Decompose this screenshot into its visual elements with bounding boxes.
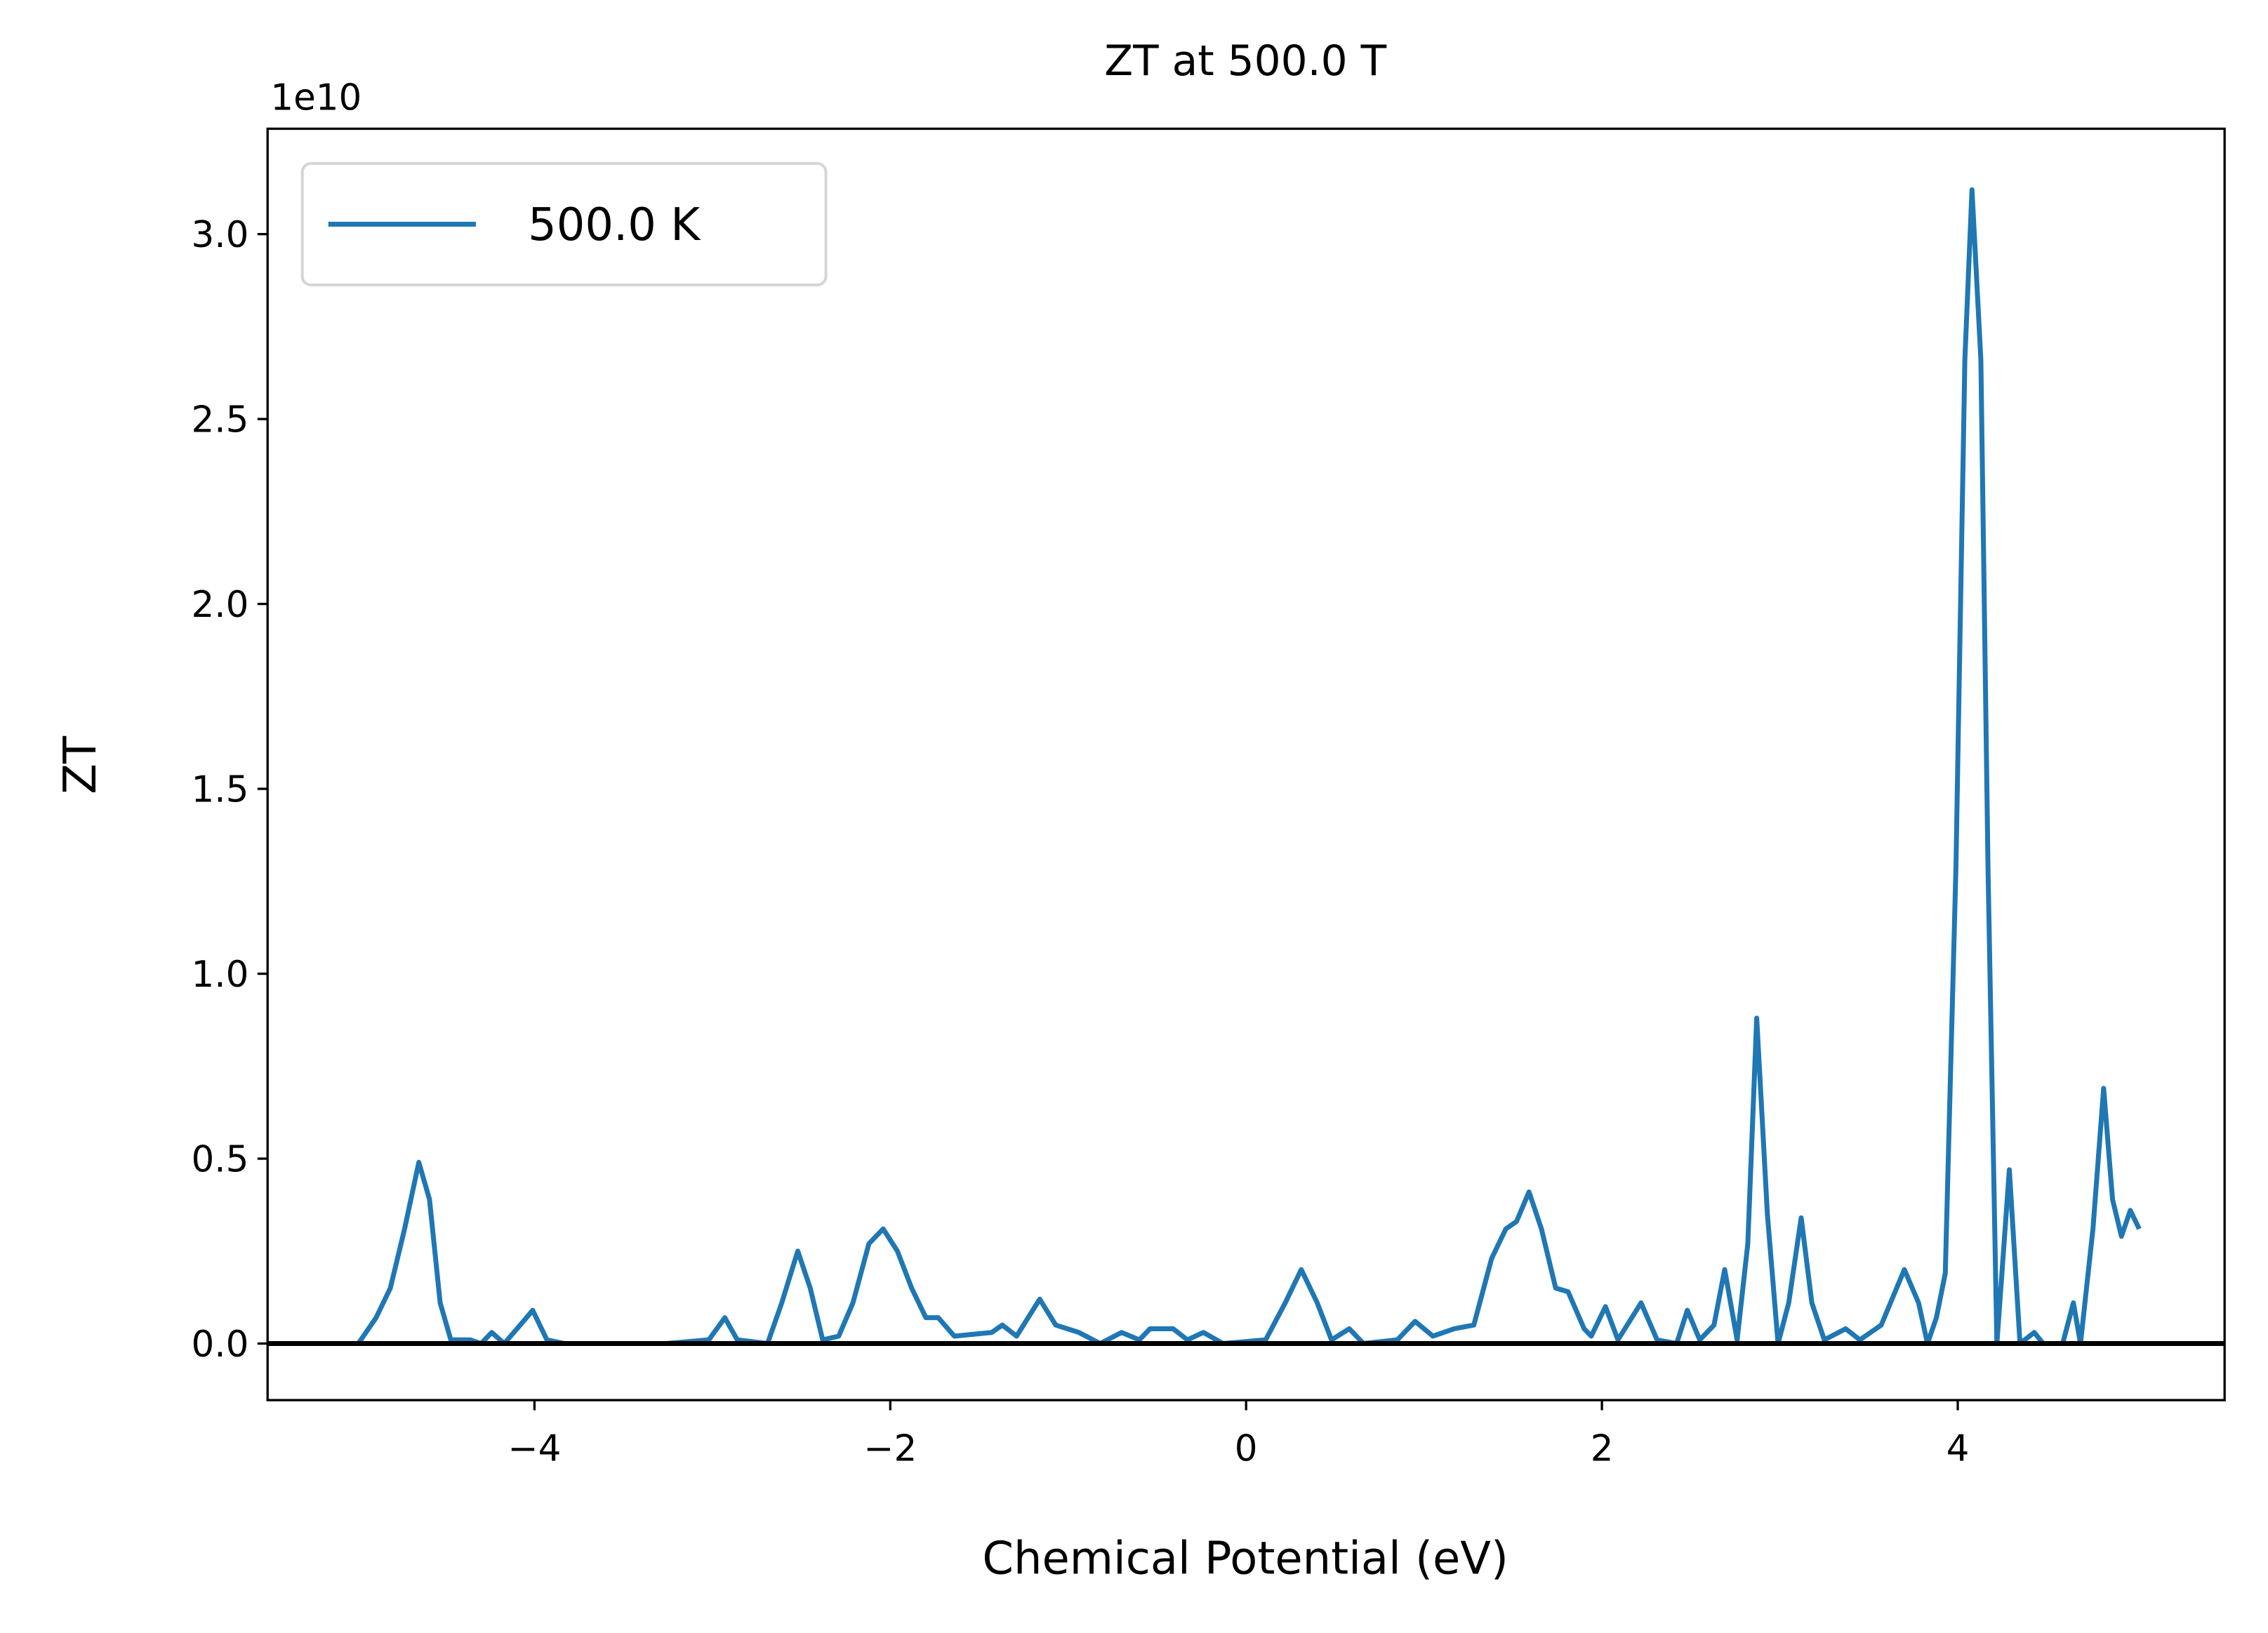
x-tick-label: −2: [863, 1428, 917, 1470]
y-tick-label: 1.0: [191, 954, 248, 996]
x-tick-label: 2: [1591, 1428, 1614, 1470]
y-offset-label: 1e10: [270, 77, 362, 119]
y-tick-label: 0.0: [191, 1324, 248, 1366]
y-tick-label: 0.5: [191, 1139, 248, 1181]
plot-frame: [266, 127, 2226, 1401]
y-tick-label: 3.0: [191, 214, 248, 256]
y-axis-label: ZT: [55, 735, 107, 794]
legend-box: [300, 161, 828, 287]
x-axis-label: Chemical Potential (eV): [982, 1533, 1508, 1585]
x-tick-label: 0: [1235, 1428, 1258, 1470]
x-tick-label: −4: [508, 1428, 561, 1470]
y-tick-label: 1.5: [191, 769, 248, 811]
legend-label: 500.0 K: [528, 199, 701, 251]
chart-title: ZT at 500.0 T: [1104, 37, 1386, 86]
data-line: [356, 187, 2142, 1347]
x-tick-label: 4: [1947, 1428, 1970, 1470]
y-tick-label: 2.5: [191, 399, 248, 441]
y-tick-label: 2.0: [191, 584, 248, 626]
